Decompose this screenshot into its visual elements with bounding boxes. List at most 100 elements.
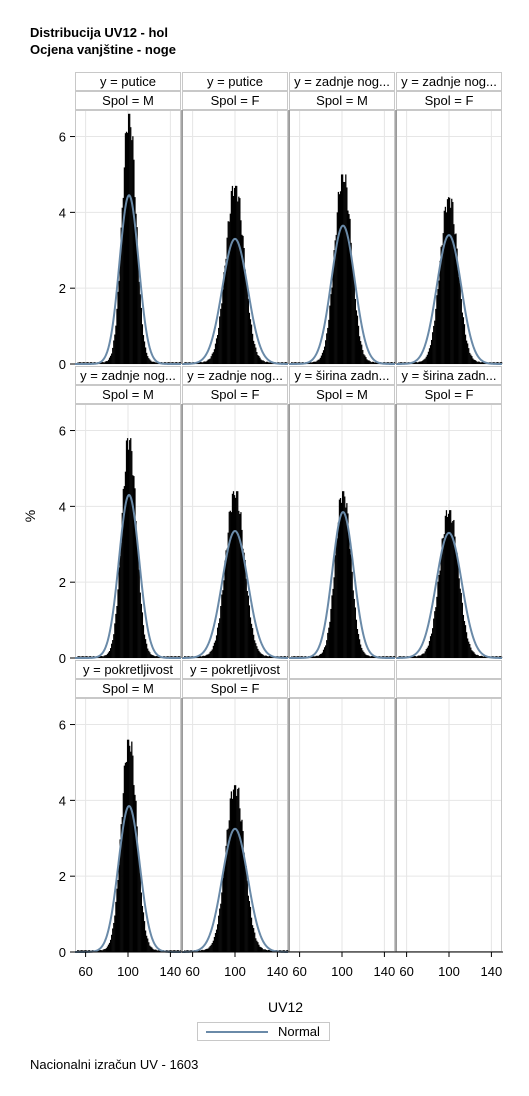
panel-header-spol — [396, 385, 502, 404]
histogram-bar — [470, 647, 472, 658]
x-tick-label: 100 — [117, 964, 139, 979]
histogram-bar — [374, 362, 377, 364]
histogram-bar — [208, 947, 210, 952]
histogram-bar — [421, 361, 423, 364]
histogram-bar — [226, 829, 228, 952]
histogram-bar — [128, 449, 130, 658]
histogram-bar — [224, 864, 226, 952]
histogram-bar — [203, 655, 205, 658]
histogram-bar — [358, 639, 361, 658]
histogram-bar — [202, 362, 204, 364]
histogram-bar — [355, 310, 358, 364]
histogram-bar — [123, 486, 126, 658]
histogram-bar — [362, 349, 364, 364]
histogram-bar — [250, 623, 253, 658]
histogram-bar — [264, 362, 266, 364]
histogram-bar — [459, 282, 461, 364]
normal-curve — [396, 234, 502, 365]
panel-y-label: y = pokretljivost — [190, 662, 280, 677]
histogram-bar — [228, 221, 230, 364]
histogram-bar — [430, 339, 433, 364]
histogram-bar — [123, 167, 126, 364]
histogram-bar — [469, 352, 471, 364]
histogram-bar — [334, 240, 336, 364]
histogram-bar — [344, 496, 346, 658]
histogram-bar — [350, 554, 352, 658]
histogram-bar — [107, 652, 110, 658]
histogram-bar — [141, 324, 144, 364]
panel-spol-label: Spol = F — [425, 387, 474, 402]
histogram-bars — [77, 438, 182, 658]
histogram-bar — [257, 648, 259, 658]
histogram-bar — [124, 762, 127, 952]
histogram-bar — [100, 950, 102, 952]
histogram-bar — [141, 905, 144, 952]
histogram-bar — [128, 113, 130, 364]
histogram-bar — [345, 174, 347, 364]
histogram-bar — [229, 213, 231, 364]
histogram-bar — [354, 298, 356, 364]
histogram-bar — [231, 493, 234, 658]
histogram-bar — [211, 942, 213, 952]
histogram-bar — [244, 269, 246, 364]
histogram-bar — [115, 613, 117, 658]
histogram-bar — [131, 451, 133, 658]
histogram-bar — [103, 949, 105, 952]
histogram-bar — [111, 934, 113, 952]
histogram-bar — [265, 655, 267, 658]
histogram-bar — [99, 949, 101, 952]
histogram-bar — [109, 355, 112, 364]
y-tick-label: 2 — [59, 869, 66, 884]
histogram-bar — [260, 947, 262, 952]
histogram-bar — [320, 653, 323, 658]
histogram-bar — [312, 656, 314, 658]
histogram-bar — [150, 360, 152, 364]
histogram-bar — [267, 949, 270, 952]
histogram-bar — [266, 950, 269, 952]
histogram-bar — [197, 656, 200, 658]
histogram-bar — [247, 298, 249, 364]
histogram-bars — [77, 739, 182, 952]
histogram-bar — [334, 555, 336, 658]
panel-header-y — [396, 72, 502, 91]
histogram-bar — [478, 656, 480, 658]
histogram-bar — [371, 656, 373, 658]
panel-spol-label: Spol = M — [102, 387, 154, 402]
histogram-bar — [229, 798, 231, 952]
histogram-bar — [322, 350, 325, 364]
histogram-bar — [443, 534, 445, 658]
histogram-bar — [417, 362, 419, 364]
histogram-bar — [258, 355, 260, 364]
histogram-bar — [268, 362, 271, 364]
normal-curve — [182, 827, 288, 953]
panel-y-label: y = zadnje nog... — [294, 74, 390, 89]
histogram-bar — [119, 555, 121, 658]
histogram-bar — [459, 588, 461, 658]
histogram-bar — [147, 938, 149, 952]
histogram-bar — [441, 538, 443, 658]
histogram-bar — [135, 800, 137, 952]
histogram-bar — [338, 194, 341, 364]
y-tick-label: 4 — [59, 793, 66, 808]
histogram-bar — [434, 611, 436, 658]
histogram-bar — [475, 360, 477, 364]
histogram-bar — [337, 522, 340, 658]
histogram-bar — [415, 656, 417, 658]
histogram-bar — [225, 550, 227, 658]
histogram-bar — [464, 334, 467, 364]
histogram-bar — [430, 633, 433, 658]
histogram-bar — [328, 627, 330, 658]
histogram-bar — [253, 634, 255, 658]
histogram-bar — [477, 655, 479, 658]
histogram-bar — [226, 237, 228, 364]
histogram-bar — [107, 944, 110, 952]
histogram-bar — [214, 933, 217, 952]
histogram-bar — [215, 929, 218, 952]
histogram-bar — [109, 939, 112, 952]
histogram-bar — [240, 220, 242, 364]
histogram-bar — [265, 949, 267, 952]
histogram-bar — [365, 654, 367, 658]
histogram-bar — [458, 277, 460, 364]
histogram-bar — [245, 578, 247, 658]
histogram-bar — [320, 355, 323, 364]
